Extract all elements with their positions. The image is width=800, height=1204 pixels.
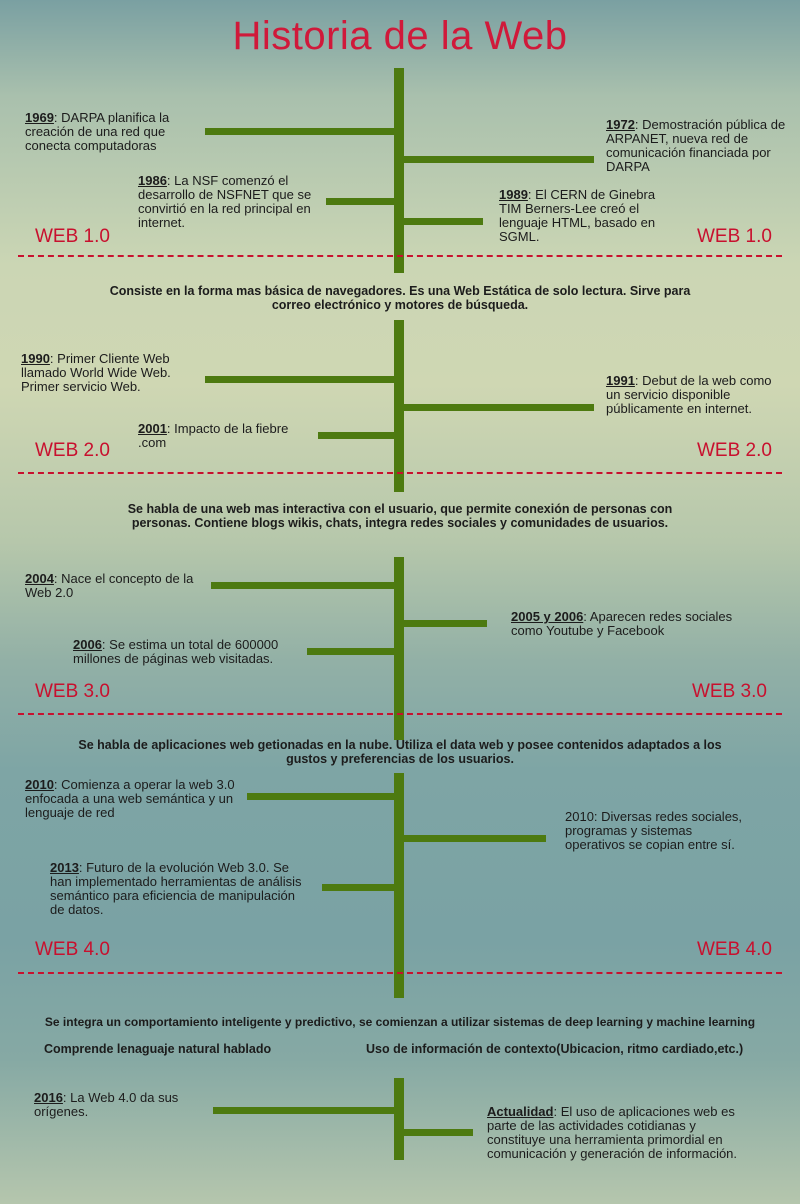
timeline-branch [213, 1107, 399, 1114]
event-text: : Debut de la web como un servicio dispo… [606, 373, 772, 416]
era-label-left: WEB 3.0 [35, 681, 110, 702]
timeline-branch [322, 884, 399, 891]
timeline-branch [399, 218, 483, 225]
event-text: : Nace el concepto de la Web 2.0 [25, 571, 194, 600]
era-description: Se habla de aplicaciones web getionadas … [78, 738, 722, 766]
event-text: : Primer Cliente Web llamado World Wide … [21, 351, 171, 394]
event-year: Actualidad [487, 1104, 554, 1119]
event-year: 1972 [606, 117, 635, 132]
timeline-spine [394, 1078, 404, 1160]
event-text: : La NSF comenzó el desarrollo de NSFNET… [138, 173, 312, 230]
timeline-spine [394, 557, 404, 740]
event-2010-b: 2010: Diversas redes sociales, programas… [565, 810, 755, 852]
event-text: : Futuro de la evolución Web 3.0. Se han… [50, 860, 302, 917]
event-text: : El CERN de Ginebra TIM Berners-Lee cre… [499, 187, 656, 244]
timeline-branch [399, 156, 594, 163]
page-title: Historia de la Web [232, 14, 568, 58]
timeline-branch [247, 793, 399, 800]
feature-right: Uso de información de contexto(Ubicacion… [366, 1042, 744, 1056]
event-year: 1991 [606, 373, 635, 388]
event-text: : Aparecen redes sociales como Youtube y… [511, 609, 733, 638]
era-label-left: WEB 2.0 [35, 440, 110, 461]
event-text: : La Web 4.0 da sus orígenes. [34, 1090, 179, 1119]
event-text: : Impacto de la fiebre .com [138, 421, 289, 450]
event-2001: 2001: Impacto de la fiebre .com [138, 422, 308, 450]
event-1986: 1986: La NSF comenzó el desarrollo de NS… [138, 174, 316, 230]
timeline-branch [326, 198, 399, 205]
event-year: 2013 [50, 860, 79, 875]
section-divider [18, 255, 782, 257]
event-year: 1986 [138, 173, 167, 188]
event-year: 1989 [499, 187, 528, 202]
event-1991: 1991: Debut de la web como un servicio d… [606, 374, 786, 416]
section-divider [18, 972, 782, 974]
timeline-branch [205, 376, 399, 383]
event-text: : Comienza a operar la web 3.0 enfocada … [25, 777, 235, 820]
event-2005-2006: 2005 y 2006: Aparecen redes sociales com… [511, 610, 741, 638]
era-label-right: WEB 4.0 [697, 939, 772, 960]
event-2006: 2006: Se estima un total de 600000 millo… [73, 638, 303, 666]
event-year: 1990 [21, 351, 50, 366]
event-1972: 1972: Demostración pública de ARPANET, n… [606, 118, 786, 174]
event-actualidad: Actualidad: El uso de aplicaciones web e… [487, 1105, 752, 1161]
event-year: 2010 [25, 777, 54, 792]
event-year: 1969 [25, 110, 54, 125]
timeline-branch [205, 128, 399, 135]
event-text: : El uso de aplicaciones web es parte de… [487, 1104, 738, 1161]
event-year: 2001 [138, 421, 167, 436]
era-label-right: WEB 2.0 [697, 440, 772, 461]
event-1989: 1989: El CERN de Ginebra TIM Berners-Lee… [499, 188, 669, 244]
event-text: : DARPA planifica la creación de una red… [25, 110, 170, 153]
era-label-right: WEB 3.0 [692, 681, 767, 702]
era-description: Se habla de una web mas interactiva con … [127, 502, 673, 530]
event-2013: 2013: Futuro de la evolución Web 3.0. Se… [50, 861, 305, 917]
section-divider [18, 472, 782, 474]
era-label-right: WEB 1.0 [697, 226, 772, 247]
era-description: Consiste en la forma mas básica de naveg… [109, 284, 691, 312]
timeline-branch [399, 835, 546, 842]
event-year: 2006 [73, 637, 102, 652]
timeline-branch [307, 648, 399, 655]
event-text: 2010: Diversas redes sociales, programas… [565, 809, 743, 852]
timeline-branch [211, 582, 399, 589]
event-year: 2005 y 2006 [511, 609, 584, 624]
section-divider [18, 713, 782, 715]
era-label-left: WEB 4.0 [35, 939, 110, 960]
timeline-spine [394, 68, 404, 273]
event-year: 2004 [25, 571, 54, 586]
event-1990: 1990: Primer Cliente Web llamado World W… [21, 352, 196, 394]
timeline-branch [399, 620, 487, 627]
era-label-left: WEB 1.0 [35, 226, 110, 247]
era-description: Se integra un comportamiento inteligente… [44, 1015, 756, 1029]
feature-left: Comprende lenaguaje natural hablado [44, 1042, 272, 1056]
event-text: : Se estima un total de 600000 millones … [73, 637, 279, 666]
timeline-branch [399, 1129, 473, 1136]
event-1969: 1969: DARPA planifica la creación de una… [25, 111, 195, 153]
event-2010-a: 2010: Comienza a operar la web 3.0 enfoc… [25, 778, 240, 820]
event-text: : Demostración pública de ARPANET, nueva… [606, 117, 786, 174]
event-2016: 2016: La Web 4.0 da sus orígenes. [34, 1091, 204, 1119]
timeline-branch [318, 432, 399, 439]
timeline-spine [394, 773, 404, 998]
event-year: 2016 [34, 1090, 63, 1105]
event-2004: 2004: Nace el concepto de la Web 2.0 [25, 572, 205, 600]
timeline-branch [399, 404, 594, 411]
